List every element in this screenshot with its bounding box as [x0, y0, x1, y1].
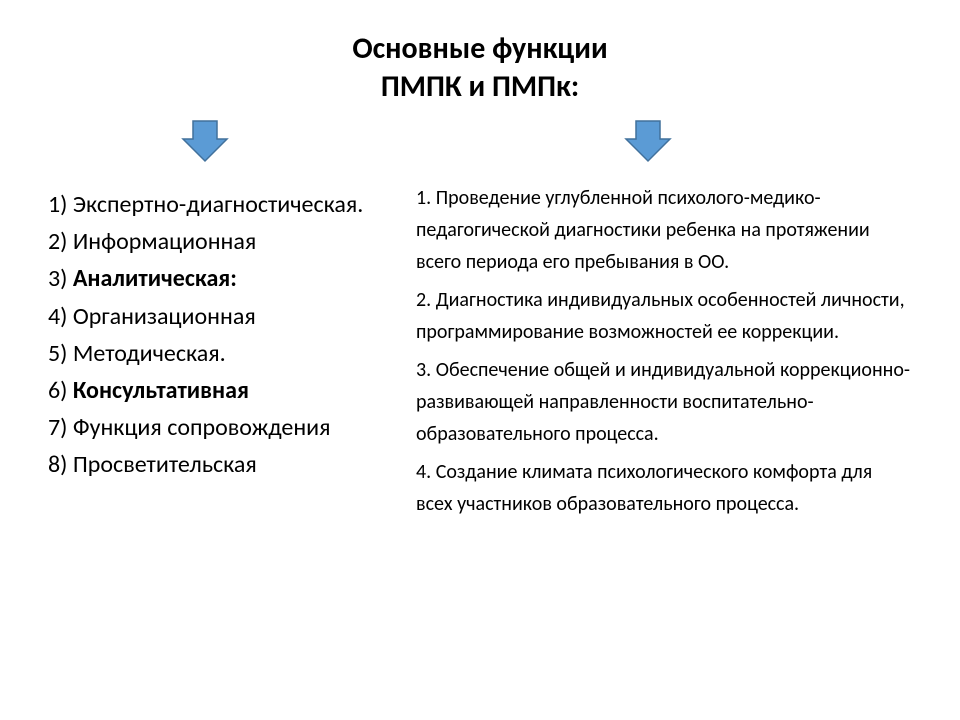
item-text: Функция сопровождения	[73, 413, 331, 442]
item-number: 5)	[48, 339, 73, 368]
down-arrow-icon	[624, 119, 672, 163]
arrow-left-shape	[181, 119, 229, 168]
item-number: 1)	[48, 190, 73, 219]
item-text: Создание климата психологического комфор…	[416, 460, 872, 516]
arrow-path	[626, 121, 670, 161]
down-arrow-icon	[181, 119, 229, 163]
arrow-right-shape	[624, 119, 672, 168]
item-number: 2.	[416, 288, 436, 312]
item-text: Диагностика индивидуальных особенностей …	[416, 288, 905, 344]
item-text: Аналитическая:	[73, 264, 237, 293]
list-item: 2) Информационная	[48, 223, 368, 260]
arrow-path	[183, 121, 227, 161]
left-column: 1) Экспертно-диагностическая. 2) Информа…	[48, 182, 368, 526]
item-text: Организационная	[73, 302, 256, 331]
list-item: 5) Методическая.	[48, 335, 368, 372]
list-item: 3. Обеспечение общей и индивидуальной ко…	[416, 354, 912, 450]
page-title: Основные функции ПМПК и ПМПк:	[48, 30, 912, 105]
item-number: 4)	[48, 302, 73, 331]
item-number: 7)	[48, 413, 73, 442]
arrow-row	[48, 119, 912, 168]
item-number: 6)	[48, 376, 73, 405]
item-number: 2)	[48, 227, 73, 256]
title-line-1: Основные функции	[48, 30, 912, 68]
list-item: 7) Функция сопровождения	[48, 409, 368, 446]
list-item: 6) Консультативная	[48, 372, 368, 409]
item-text: Экспертно-диагностическая.	[73, 190, 363, 219]
item-number: 4.	[416, 460, 436, 484]
item-number: 1.	[416, 186, 436, 210]
list-item: 3) Аналитическая:	[48, 260, 368, 297]
item-text: Просветительская	[73, 450, 257, 479]
item-text: Информационная	[73, 227, 256, 256]
item-number: 3)	[48, 264, 73, 293]
list-item: 1) Экспертно-диагностическая.	[48, 186, 368, 223]
item-text: Проведение углубленной психолого-медико-…	[416, 186, 870, 274]
columns: 1) Экспертно-диагностическая. 2) Информа…	[48, 182, 912, 526]
item-number: 3.	[416, 358, 436, 382]
right-column: 1. Проведение углубленной психолого-меди…	[416, 182, 912, 526]
item-text: Обеспечение общей и индивидуальной корре…	[416, 358, 910, 446]
item-text: Консультативная	[73, 376, 249, 405]
item-text: Методическая.	[73, 339, 226, 368]
list-item: 8) Просветительская	[48, 446, 368, 483]
list-item: 4. Создание климата психологического ком…	[416, 456, 912, 520]
list-item: 4) Организационная	[48, 298, 368, 335]
title-line-2: ПМПК и ПМПк:	[48, 68, 912, 106]
list-item: 1. Проведение углубленной психолого-меди…	[416, 182, 912, 278]
list-item: 2. Диагностика индивидуальных особенност…	[416, 284, 912, 348]
item-number: 8)	[48, 450, 73, 479]
